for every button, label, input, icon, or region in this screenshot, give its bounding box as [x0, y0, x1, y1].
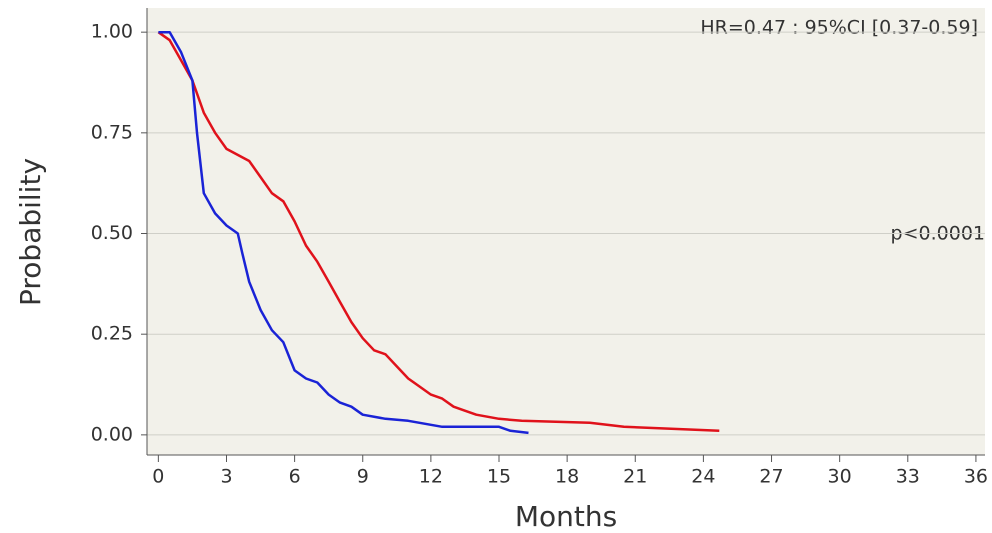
x-tick-label: 3	[220, 466, 232, 488]
x-tick-label: 30	[828, 466, 852, 488]
x-tick-label: 18	[555, 466, 579, 488]
x-tick-label: 6	[289, 466, 301, 488]
x-tick-label: 12	[419, 466, 443, 488]
x-tick-label: 33	[896, 466, 920, 488]
x-tick-label: 24	[691, 466, 715, 488]
x-axis-label: Months	[515, 500, 617, 533]
x-tick-label: 27	[759, 466, 783, 488]
y-axis-label: Probability	[14, 158, 47, 306]
y-tick-label: 0.50	[91, 222, 133, 244]
hr-annotation: HR=0.47 : 95%CI [0.37-0.59]	[700, 17, 978, 39]
y-tick-label: 0.00	[91, 423, 133, 445]
x-tick-label: 0	[152, 466, 164, 488]
survival-curve	[158, 30, 529, 435]
y-tick-label: 0.25	[91, 323, 133, 345]
x-tick-label: 9	[357, 466, 369, 488]
y-tick-label: 0.75	[91, 121, 133, 143]
survival-curve	[157, 31, 720, 433]
y-tick-label: 1.00	[91, 21, 133, 43]
plot-background	[147, 8, 985, 455]
x-tick-label: 21	[623, 466, 647, 488]
x-tick-label: 36	[964, 466, 988, 488]
x-tick-label: 15	[487, 466, 511, 488]
